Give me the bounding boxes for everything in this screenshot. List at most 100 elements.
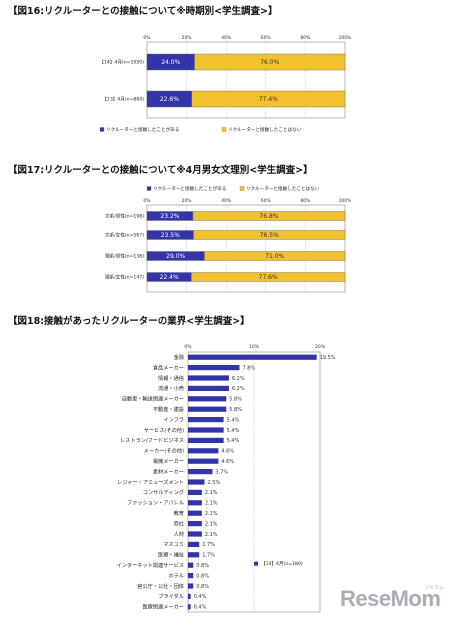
bar — [188, 521, 202, 527]
category-label: サービス(その他) — [144, 426, 184, 434]
category-label: ブライダル — [158, 592, 184, 600]
bar — [188, 552, 200, 558]
category-label: インフラ — [163, 416, 184, 423]
category-label: 素材メーカー — [153, 467, 184, 475]
x-tick-label: 80% — [300, 35, 311, 41]
category-label: 情報・通信 — [158, 374, 184, 382]
bar — [188, 375, 229, 381]
category-label: 電機メーカー — [153, 457, 184, 465]
x-tick-label: 60% — [261, 35, 272, 41]
data-label: 0.4% — [194, 594, 207, 600]
bar-not-contacted — [194, 53, 346, 71]
legend-label: リクルーターと接触したことがある — [153, 185, 226, 192]
data-label: 2.1% — [205, 490, 218, 496]
bar — [188, 448, 219, 454]
bar-not-contacted — [191, 90, 346, 108]
legend-label: リクルーターと接触したことがある — [106, 126, 179, 133]
x-tick-label: 0% — [184, 344, 192, 350]
data-label: 4.6% — [221, 459, 234, 465]
category-label: 【14】4月(n=1050) — [99, 60, 144, 66]
category-label: コンサルティング — [143, 488, 184, 496]
x-tick-label: 0% — [143, 35, 151, 41]
legend-label: リクルーターと接触したことはない — [228, 126, 302, 133]
chart-title: 【図18:接触があったリクルーターの業界<学生調査>】 — [8, 315, 250, 327]
bar — [188, 437, 224, 443]
category-label: 自動車・輸送関連メーカー — [122, 395, 184, 403]
data-label: 76.0% — [260, 59, 279, 66]
x-tick-label: 0% — [143, 198, 151, 204]
bar — [188, 365, 240, 371]
category-label: 医療・福祉 — [158, 551, 184, 559]
category-label: 商社 — [174, 519, 184, 527]
data-label: 1.7% — [202, 553, 215, 559]
data-label: 0.4% — [194, 605, 207, 611]
bar — [188, 510, 202, 516]
logo-text: ReseMom — [340, 586, 441, 611]
category-label: マスコミ — [163, 541, 184, 548]
bar — [188, 458, 219, 464]
data-label: 5.4% — [227, 438, 240, 444]
category-label: 文系/男性(n=198) — [105, 213, 144, 220]
data-label: 6.2% — [232, 376, 245, 382]
data-label: 7.8% — [242, 365, 255, 371]
bar — [188, 593, 191, 599]
category-label: レストラン/フードビジネス — [120, 436, 184, 444]
data-label: 0.8% — [196, 573, 209, 579]
bar-not-contacted — [204, 251, 346, 261]
bar — [188, 500, 202, 506]
data-label: 5.8% — [229, 397, 242, 403]
x-tick-label: 10% — [249, 344, 260, 350]
category-label: 医療関連メーカー — [142, 603, 184, 611]
bar — [188, 583, 194, 589]
data-label: 2.1% — [205, 501, 218, 507]
category-label: 【13】4月(n=864) — [102, 97, 144, 103]
data-label: 5.4% — [227, 428, 240, 434]
data-label: 76.5% — [260, 232, 279, 239]
plot-frame — [146, 41, 346, 119]
category-label: 金融 — [174, 353, 184, 361]
data-label: 22.6% — [160, 96, 179, 103]
data-label: 5.8% — [229, 407, 242, 413]
bar — [188, 417, 224, 423]
category-label: 理系/女性(n=147) — [105, 274, 144, 281]
data-label: 2.5% — [208, 480, 221, 486]
category-label: 官公庁・公社・団体 — [137, 582, 185, 590]
bar — [188, 427, 224, 433]
legend-label: リクルーターと接触したことはない — [246, 185, 320, 192]
category-label: 食品メーカー — [153, 363, 184, 371]
chart-recruiter-contact-by-period: 【図16:リクルーターとの接触について※時期別<学生調査>】 0% 20% 40% 6… — [8, 5, 353, 133]
bar — [188, 573, 194, 579]
category-label: 教育 — [174, 509, 184, 517]
legend-label: 【14】4月(n=180) — [261, 561, 303, 567]
bar — [188, 479, 205, 485]
data-label: 2.1% — [205, 532, 218, 538]
data-label: 77.6% — [259, 274, 278, 281]
bar — [188, 469, 213, 475]
chart-title: 【図16:リクルーターとの接触について※時期別<学生調査>】 — [8, 5, 278, 17]
data-label: 19.5% — [320, 355, 336, 361]
category-label: ホテル — [168, 572, 184, 579]
data-label: 77.4% — [259, 96, 278, 103]
data-label: 76.8% — [259, 213, 278, 220]
legend-swatch — [254, 561, 258, 566]
x-tick-label: 100% — [339, 198, 353, 204]
category-label: インターネット関連サービス — [117, 561, 184, 569]
data-label: 5.4% — [227, 417, 240, 423]
x-tick-label: 100% — [339, 35, 353, 41]
bar — [188, 354, 317, 360]
data-label: 24.0% — [161, 59, 180, 66]
bar — [188, 396, 227, 402]
bar — [188, 562, 194, 568]
category-label: ファッション・アパレル — [127, 500, 184, 507]
legend-swatch — [239, 186, 245, 191]
bar — [188, 604, 191, 610]
bar — [188, 406, 227, 412]
bar-not-contacted — [193, 230, 346, 240]
data-label: 2.1% — [205, 511, 218, 517]
category-label: 不動産・建設 — [153, 405, 184, 413]
category-label: 理系/男性(n=138) — [105, 253, 144, 260]
data-label: 22.4% — [160, 274, 179, 281]
chart-title: 【図17:リクルーターとの接触について※4月男女文理別<学生調査>】 — [8, 164, 313, 176]
data-label: 23.2% — [160, 213, 179, 220]
data-label: 4.6% — [221, 449, 234, 455]
